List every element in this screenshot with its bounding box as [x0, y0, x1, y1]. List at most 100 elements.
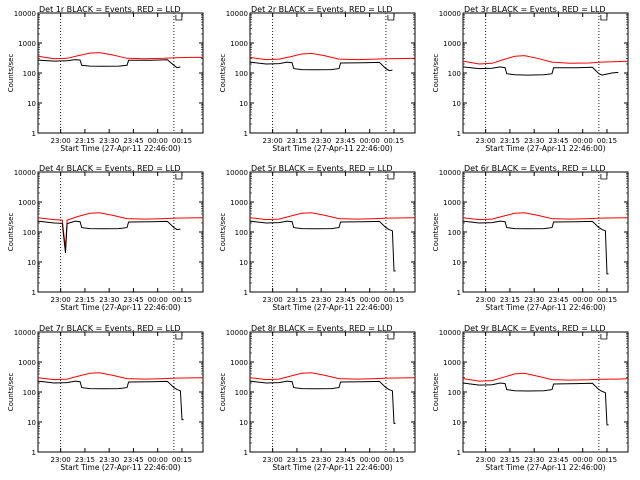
- series-line-events: [462, 382, 609, 426]
- series-line-events: [37, 59, 181, 69]
- series-line-events: [249, 61, 393, 72]
- interval-bracket: [175, 15, 183, 21]
- y-tick-label: 1: [32, 289, 36, 297]
- x-tick-label: 00:00: [573, 137, 593, 145]
- x-tick-label: 23:30: [524, 296, 544, 304]
- y-tick-label: 100: [235, 70, 248, 78]
- x-tick-label: 23:45: [548, 137, 568, 145]
- x-tick-label: 23:15: [75, 296, 95, 304]
- y-tick-label: 100: [235, 389, 248, 397]
- series-line-events: [249, 220, 396, 272]
- y-tick-label: 1: [244, 289, 248, 297]
- x-tick-label: 23:45: [335, 137, 355, 145]
- x-tick-label: 00:15: [172, 296, 192, 304]
- interval-bracket: [600, 334, 608, 340]
- x-tick-label: 23:30: [311, 137, 331, 145]
- x-tick-label: 23:30: [524, 137, 544, 145]
- x-axis-label: Start Time (27-Apr-11 22:46:00): [485, 463, 605, 472]
- series-line-events: [462, 66, 619, 76]
- y-tick-label: 1000: [18, 40, 36, 48]
- y-tick-label: 1000: [230, 40, 248, 48]
- y-axis-label: Counts/sec: [7, 373, 15, 412]
- y-axis-label: Counts/sec: [432, 373, 440, 412]
- y-tick-label: 10000: [226, 329, 248, 337]
- series-line-events: [249, 380, 396, 424]
- x-tick-label: 23:00: [51, 456, 71, 464]
- y-tick-label: 1000: [230, 359, 248, 367]
- plot-frame: [462, 12, 629, 134]
- y-tick-label: 1: [32, 449, 36, 457]
- y-tick-label: 10: [452, 100, 461, 108]
- y-tick-label: 1000: [18, 359, 36, 367]
- x-tick-label: 23:15: [75, 456, 95, 464]
- y-tick-label: 10000: [226, 169, 248, 177]
- x-axis-label: Start Time (27-Apr-11 22:46:00): [272, 463, 392, 472]
- series-line-events: [37, 380, 184, 421]
- detector-panel-2: Det 2r BLACK = Events, RED = LLD 1 10 100 10…: [219, 5, 416, 153]
- panel-title: Det 4r BLACK = Events, RED = LLD: [39, 164, 181, 173]
- x-tick-label: 23:15: [287, 456, 307, 464]
- y-axis-label: Counts/sec: [219, 373, 227, 412]
- detector-panel-7: Det 7r BLACK = Events, RED = LLD 1 10 100 10…: [7, 324, 204, 472]
- x-tick-label: 00:15: [172, 137, 192, 145]
- x-tick-label: 23:00: [476, 456, 496, 464]
- x-tick-label: 00:00: [148, 296, 168, 304]
- interval-bracket: [600, 15, 608, 21]
- interval-bracket: [387, 174, 395, 180]
- series-line-lld: [37, 52, 203, 60]
- panel-title: Det 9r BLACK = Events, RED = LLD: [464, 324, 606, 333]
- x-tick-label: 23:45: [123, 137, 143, 145]
- panel-title: Det 7r BLACK = Events, RED = LLD: [39, 324, 181, 333]
- plot-frame: [37, 12, 204, 134]
- plot-frame: [462, 171, 629, 293]
- x-axis-label: Start Time (27-Apr-11 22:46:00): [60, 303, 180, 312]
- detector-panel-3: Det 3r BLACK = Events, RED = LLD 1 10 100 10…: [432, 5, 629, 153]
- x-tick-label: 00:15: [597, 296, 617, 304]
- y-tick-label: 10: [27, 100, 36, 108]
- x-axis-label: Start Time (27-Apr-11 22:46:00): [485, 303, 605, 312]
- panel-title: Det 1r BLACK = Events, RED = LLD: [39, 5, 181, 14]
- series-line-lld: [462, 212, 629, 221]
- x-tick-label: 23:30: [311, 456, 331, 464]
- y-axis-label: Counts/sec: [432, 54, 440, 93]
- panel-title: Det 5r BLACK = Events, RED = LLD: [251, 164, 393, 173]
- y-tick-label: 100: [23, 389, 36, 397]
- y-tick-label: 1000: [443, 359, 461, 367]
- y-tick-label: 1000: [443, 199, 461, 207]
- series-line-lld: [462, 55, 629, 65]
- series-line-lld: [249, 212, 416, 221]
- interval-bracket: [387, 334, 395, 340]
- interval-bracket: [600, 174, 608, 180]
- y-tick-label: 1: [457, 130, 461, 138]
- series-line-events: [37, 220, 181, 254]
- plot-frame: [37, 331, 204, 453]
- y-tick-label: 10000: [14, 10, 36, 18]
- interval-bracket: [175, 334, 183, 340]
- x-axis-label: Start Time (27-Apr-11 22:46:00): [60, 463, 180, 472]
- y-tick-label: 100: [448, 229, 461, 237]
- y-tick-label: 1: [244, 449, 248, 457]
- x-tick-label: 23:15: [287, 137, 307, 145]
- x-axis-label: Start Time (27-Apr-11 22:46:00): [272, 144, 392, 153]
- y-tick-label: 100: [448, 389, 461, 397]
- y-tick-label: 10000: [14, 329, 36, 337]
- x-tick-label: 23:00: [51, 296, 71, 304]
- x-tick-label: 00:00: [360, 137, 380, 145]
- interval-bracket: [387, 15, 395, 21]
- x-tick-label: 00:00: [148, 137, 168, 145]
- series-line-events: [462, 220, 609, 275]
- y-tick-label: 10: [239, 100, 248, 108]
- x-tick-label: 23:15: [500, 137, 520, 145]
- x-tick-label: 23:15: [287, 296, 307, 304]
- x-tick-label: 23:45: [123, 456, 143, 464]
- y-tick-label: 10: [452, 259, 461, 267]
- y-tick-label: 100: [23, 229, 36, 237]
- x-tick-label: 23:45: [548, 456, 568, 464]
- x-tick-label: 23:45: [548, 296, 568, 304]
- y-axis-label: Counts/sec: [219, 213, 227, 252]
- detector-panel-9: Det 9r BLACK = Events, RED = LLD 1 10 100 10…: [432, 324, 629, 472]
- plot-frame: [249, 331, 416, 453]
- y-tick-label: 100: [235, 229, 248, 237]
- x-tick-label: 23:30: [524, 456, 544, 464]
- panel-title: Det 2r BLACK = Events, RED = LLD: [251, 5, 393, 14]
